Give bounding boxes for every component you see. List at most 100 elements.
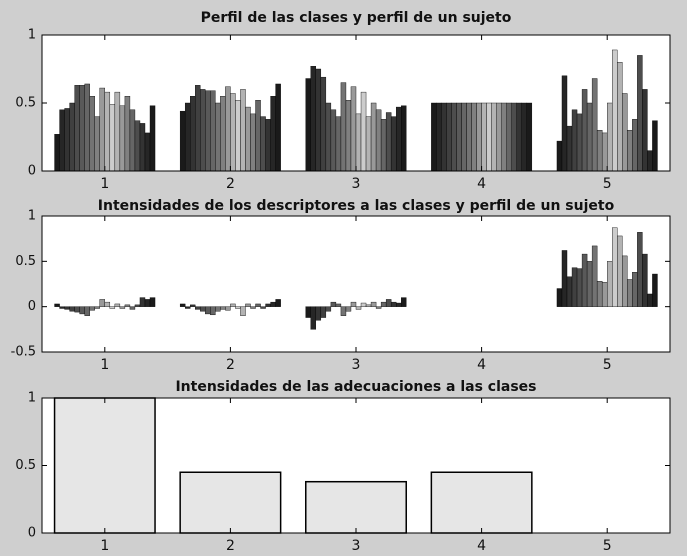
- chart-title: Perfil de las clases y perfil de un suje…: [201, 10, 512, 26]
- bar: [556, 288, 563, 307]
- bar: [617, 62, 623, 172]
- x-tick-label: 4: [477, 357, 486, 373]
- bar: [129, 109, 136, 172]
- bar: [461, 102, 467, 172]
- bar: [54, 303, 60, 307]
- bar: [230, 303, 236, 307]
- bar: [149, 297, 156, 307]
- bar: [235, 100, 241, 172]
- bar: [59, 109, 65, 172]
- y-tick-label: 0: [28, 526, 36, 541]
- bar: [390, 116, 397, 172]
- bar: [370, 102, 377, 172]
- bar: [516, 102, 522, 172]
- bar: [190, 304, 196, 307]
- y-tick-label: 0.5: [15, 96, 36, 111]
- bar: [365, 304, 372, 307]
- bar: [576, 113, 583, 172]
- bar: [119, 105, 126, 172]
- x-tick-label: 4: [477, 538, 486, 554]
- bar: [561, 75, 568, 172]
- bar: [390, 301, 397, 307]
- bar: [260, 116, 266, 172]
- y-tick-label: 1: [28, 28, 36, 43]
- bar: [521, 102, 528, 172]
- bar: [144, 299, 151, 307]
- bar: [637, 55, 643, 172]
- bar: [320, 306, 327, 318]
- bar: [395, 106, 402, 172]
- bar: [441, 102, 447, 172]
- bar: [200, 306, 206, 312]
- bar: [200, 89, 206, 172]
- bar: [255, 303, 261, 307]
- bar: [310, 66, 317, 172]
- y-tick-label: 0.5: [15, 254, 36, 269]
- bar: [436, 102, 442, 172]
- bar: [647, 150, 653, 172]
- bar: [632, 119, 638, 172]
- x-tick-label: 2: [226, 176, 235, 192]
- bar: [220, 306, 226, 310]
- bar: [255, 100, 261, 172]
- bar: [109, 104, 116, 172]
- bar: [642, 89, 648, 172]
- bar: [74, 85, 80, 172]
- bar: [84, 83, 90, 172]
- bar: [526, 102, 533, 172]
- bar: [94, 306, 100, 309]
- bar: [496, 102, 502, 172]
- bar: [89, 95, 95, 172]
- bar: [260, 306, 266, 309]
- bar: [265, 303, 271, 307]
- bar: [149, 105, 156, 172]
- y-tick-label: -0.5: [11, 345, 36, 360]
- chart-title: Intensidades de los descriptores a las c…: [98, 198, 615, 214]
- bar: [195, 306, 201, 310]
- bar: [451, 102, 457, 172]
- bar: [124, 95, 131, 172]
- x-tick-label: 1: [100, 357, 109, 373]
- bar: [586, 261, 593, 307]
- bar: [491, 102, 497, 172]
- bar: [401, 105, 407, 172]
- bar: [190, 95, 196, 172]
- x-tick-label: 5: [603, 357, 612, 373]
- bar: [335, 116, 342, 172]
- bar: [576, 268, 583, 307]
- x-tick-label: 5: [603, 538, 612, 554]
- bar: [320, 76, 327, 172]
- bar: [637, 232, 643, 307]
- bar: [506, 102, 512, 172]
- bar: [612, 227, 618, 307]
- bar: [395, 302, 402, 307]
- bar: [335, 303, 342, 307]
- y-tick-label: 0: [28, 164, 36, 179]
- bar: [561, 250, 568, 307]
- bar: [53, 397, 156, 534]
- bar: [385, 299, 392, 307]
- bar: [566, 276, 573, 307]
- bar: [627, 129, 633, 172]
- x-tick-label: 2: [226, 357, 235, 373]
- bar: [652, 120, 658, 172]
- bar: [370, 301, 377, 307]
- bar: [612, 49, 618, 172]
- bar: [74, 306, 80, 313]
- bar: [446, 102, 452, 172]
- bar: [601, 281, 608, 307]
- bar: [305, 306, 311, 318]
- bar: [139, 297, 146, 307]
- bar: [596, 129, 603, 172]
- bar: [220, 95, 226, 172]
- bar: [225, 86, 231, 172]
- x-tick-label: 2: [226, 538, 235, 554]
- bar: [119, 306, 126, 309]
- bar: [305, 78, 311, 172]
- bar: [365, 116, 372, 172]
- bar: [99, 87, 106, 172]
- bar: [195, 85, 201, 172]
- bar: [184, 306, 191, 309]
- bar: [360, 91, 367, 172]
